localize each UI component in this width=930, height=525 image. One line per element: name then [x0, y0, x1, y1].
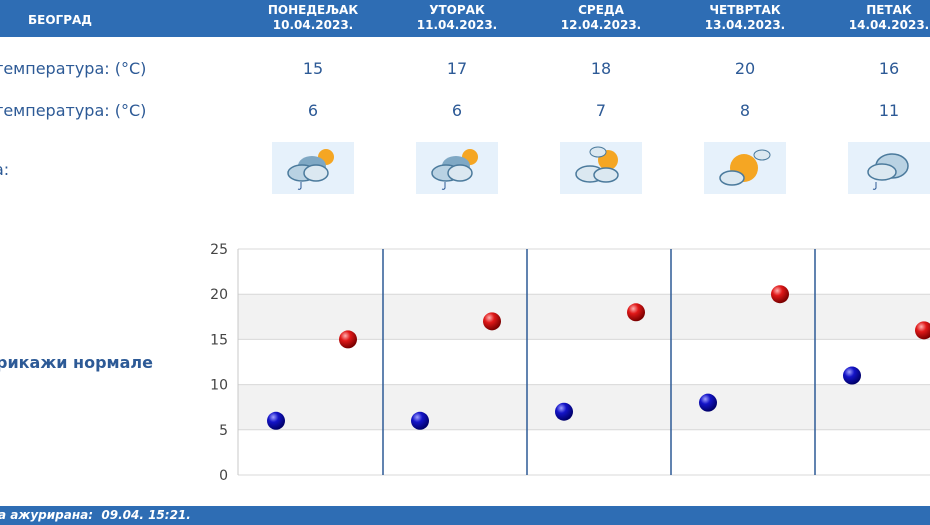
- day-name: ЧЕТВРТАК: [709, 3, 781, 17]
- day-header-wed: СРЕДА 12.04.2023.: [526, 3, 676, 33]
- sunny-cloud-icon: [704, 142, 786, 194]
- chart-grid-band: [238, 294, 930, 340]
- min-temp-value: 11: [878, 101, 900, 120]
- max-temp-label: температура: (°C): [0, 59, 147, 78]
- day-date: 11.04.2023.: [416, 18, 498, 32]
- day-header-thu: ЧЕТВРТАК 13.04.2023.: [670, 3, 820, 33]
- min-temp-value: 6: [451, 101, 463, 120]
- forecast-header: БЕОГРАД ПОНЕДЕЉАК 10.04.2023. УТОРАК 11.…: [0, 0, 930, 37]
- day-name: УТОРАК: [429, 3, 485, 17]
- min-temp-value: 8: [739, 101, 751, 120]
- min-temp-label: температура: (°C): [0, 101, 147, 120]
- min-temp-point: [699, 393, 717, 412]
- update-time: 09.04. 15:21.: [101, 508, 191, 522]
- max-temp-point: [339, 330, 357, 349]
- day-header-mon: ПОНЕДЕЉАК 10.04.2023.: [238, 3, 388, 33]
- max-temp-value: 16: [878, 59, 900, 78]
- day-name: СРЕДА: [578, 3, 624, 17]
- max-temp-value: 17: [446, 59, 468, 78]
- min-temp-value: 6: [307, 101, 319, 120]
- partly-cloudy-rain-icon: [272, 142, 354, 194]
- chart-y-tick-label: 25: [210, 242, 228, 258]
- day-date: 10.04.2023.: [272, 18, 354, 32]
- update-footer: а ажурирана: 09.04. 15:21.: [0, 506, 930, 525]
- min-temp-point: [555, 402, 573, 421]
- day-header-tue: УТОРАК 11.04.2023.: [382, 3, 532, 33]
- max-temp-value: 20: [734, 59, 756, 78]
- weather-label: а:: [0, 160, 10, 179]
- chart-y-tick-label: 0: [219, 468, 228, 484]
- max-temp-point: [771, 285, 789, 304]
- max-temp-value: 15: [302, 59, 324, 78]
- partly-cloudy-rain-icon: [416, 142, 498, 194]
- min-temp-point: [411, 411, 429, 430]
- min-temp-value: 7: [595, 101, 607, 120]
- day-name: ПЕТАК: [866, 3, 912, 17]
- chart-y-tick-label: 10: [210, 378, 228, 394]
- temperature-chart: 0 5 10 15 20 25: [210, 242, 930, 484]
- min-temp-point: [843, 366, 861, 385]
- day-name: ПОНЕДЕЉАК: [267, 3, 359, 17]
- max-temp-point: [915, 321, 930, 340]
- chart-y-tick-label: 5: [219, 423, 228, 439]
- day-date: 12.04.2023.: [560, 18, 642, 32]
- day-header-fri: ПЕТАК 14.04.2023.: [814, 3, 930, 33]
- max-temp-point: [627, 303, 645, 322]
- min-temp-point: [267, 411, 285, 430]
- day-date: 14.04.2023.: [848, 18, 930, 32]
- sun-clouds-icon: [560, 142, 642, 194]
- max-temp-point: [483, 312, 501, 331]
- city-name: БЕОГРАД: [28, 13, 92, 27]
- cloud-rain-icon: [848, 142, 930, 194]
- chart-grid-band: [238, 384, 930, 430]
- day-date: 13.04.2023.: [704, 18, 786, 32]
- max-temp-value: 18: [590, 59, 612, 78]
- chart-y-tick-label: 15: [210, 332, 228, 348]
- show-normals-link[interactable]: рикажи нормале: [0, 353, 153, 372]
- chart-y-tick-label: 20: [210, 287, 228, 303]
- update-prefix: а ажурирана:: [0, 508, 94, 522]
